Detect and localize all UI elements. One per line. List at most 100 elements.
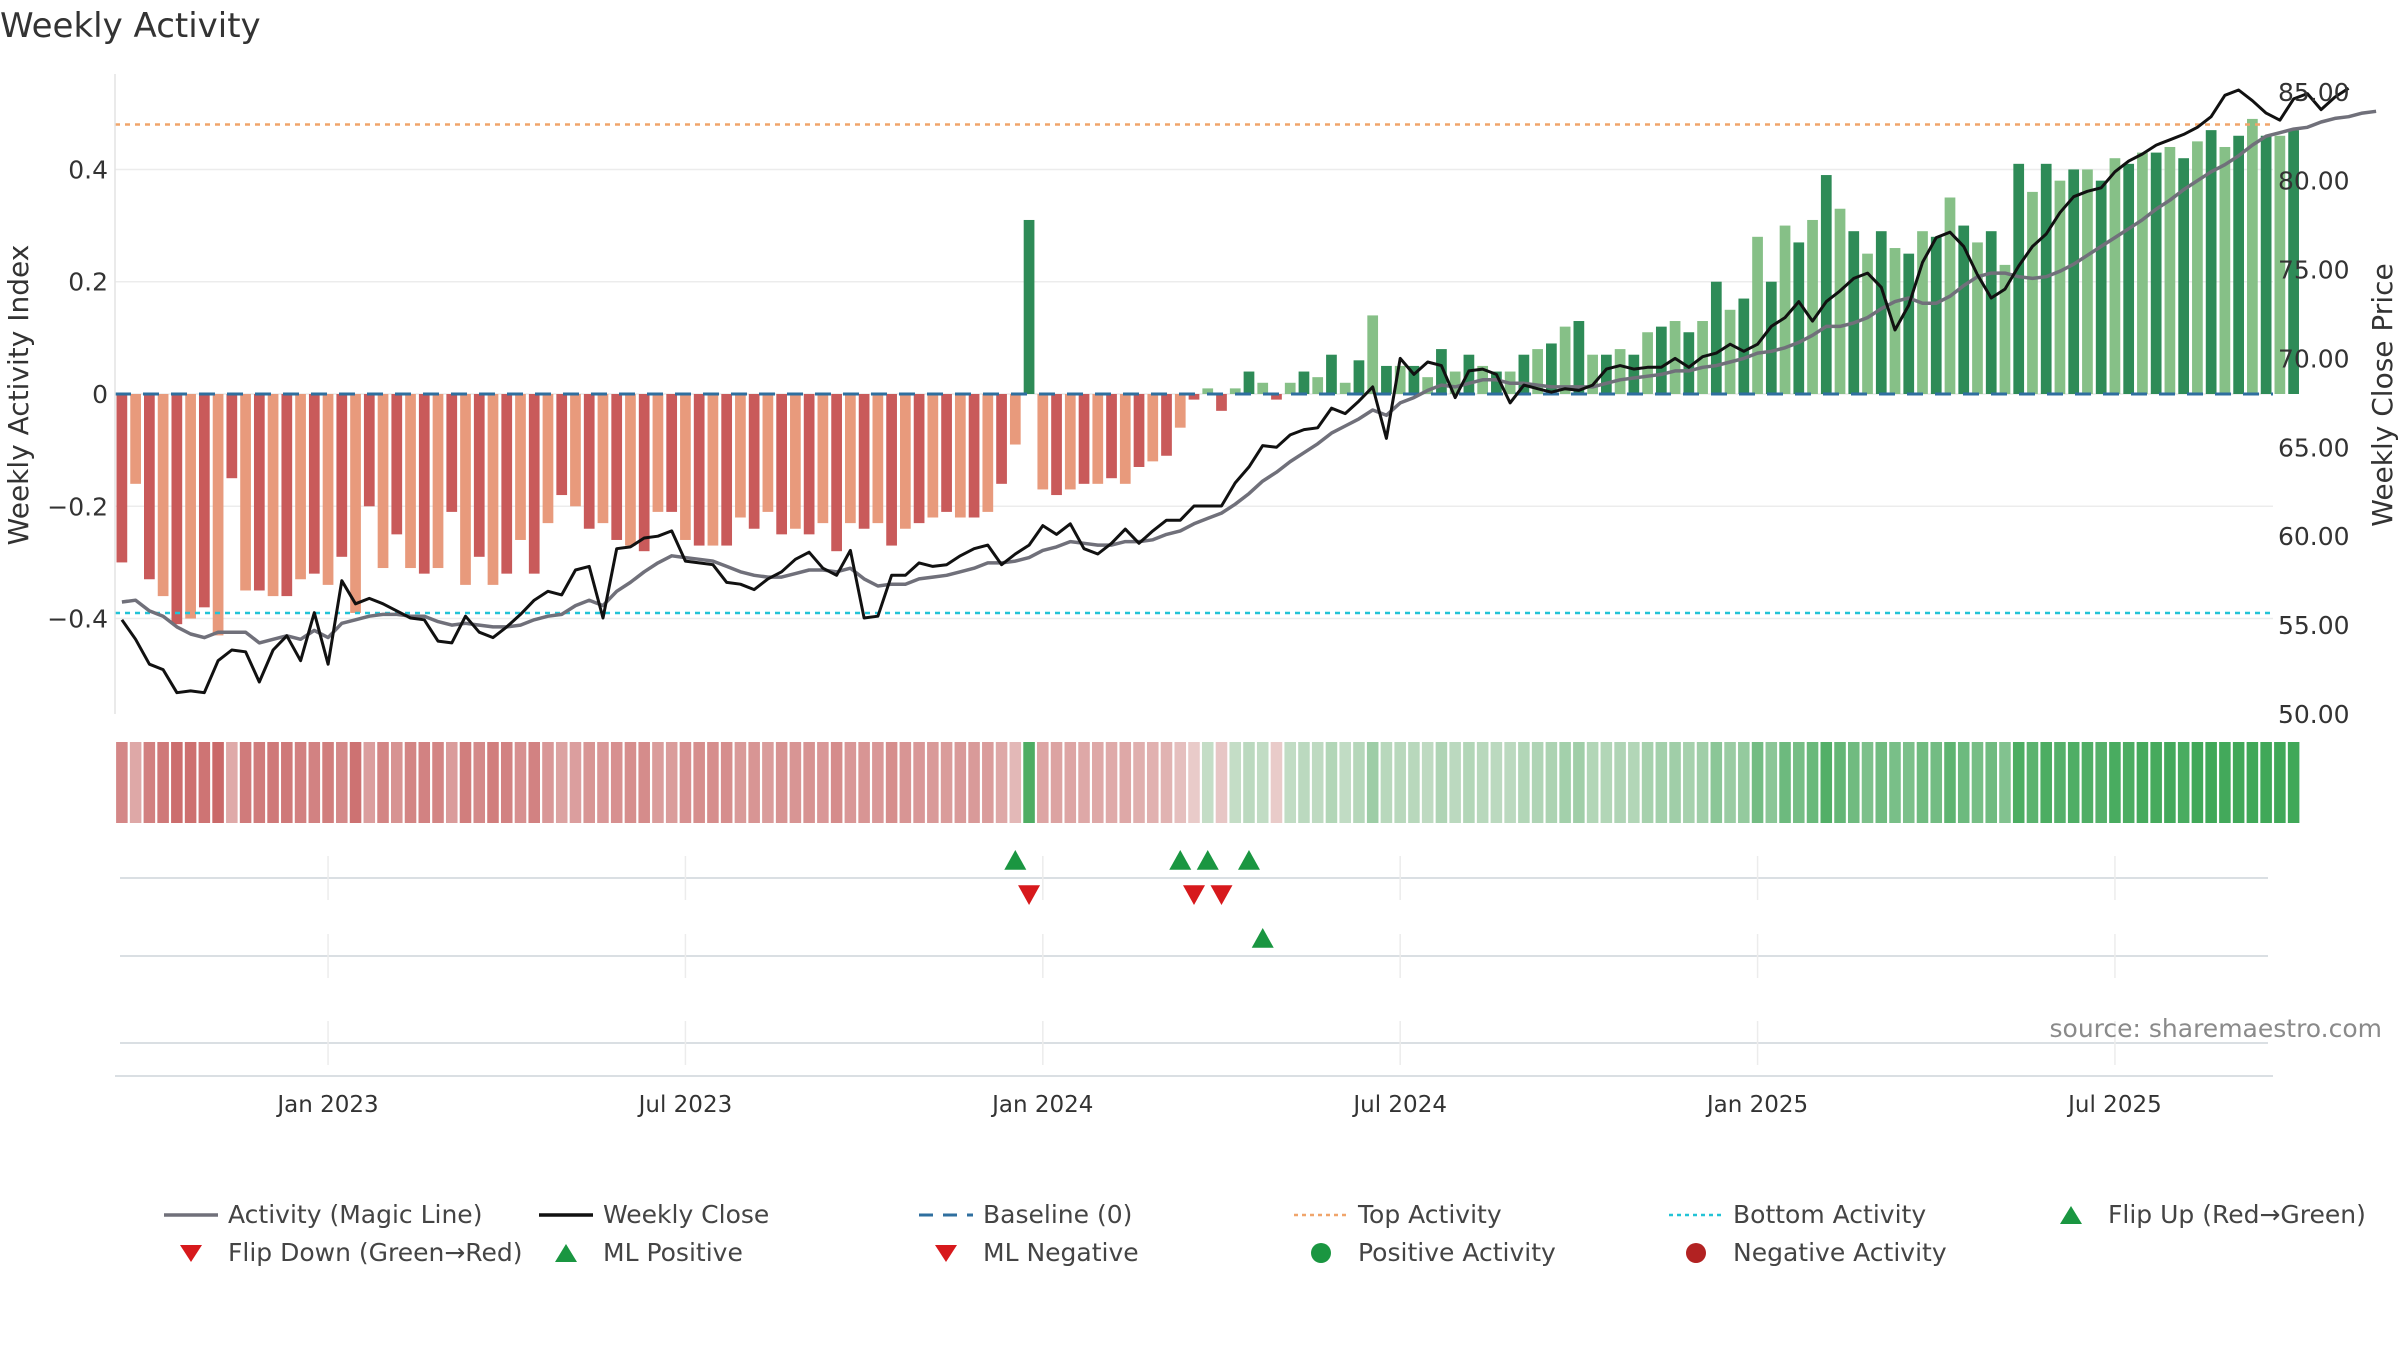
flip-up-marker [1169, 850, 1192, 870]
activity-bar [556, 394, 568, 496]
heatmap-cell [281, 742, 293, 823]
heatmap-cell [528, 742, 541, 823]
heatmap-cell [1037, 742, 1049, 823]
activity-bar [1587, 354, 1598, 394]
heatmap-cell [624, 742, 637, 823]
heatmap-cell [2109, 742, 2121, 823]
activity-bar [1917, 231, 1928, 394]
legend-label: Positive Activity [1358, 1238, 1556, 1267]
activity-bar [2013, 163, 2025, 394]
chart-title: Weekly Activity [0, 6, 261, 46]
heatmap-cell [459, 742, 472, 823]
activity-bar [2288, 130, 2299, 394]
heatmap-cell [212, 742, 224, 823]
heatmap-cell [267, 742, 279, 823]
heatmap-cell [432, 742, 444, 823]
activity-bar [1051, 394, 1062, 496]
heatmap-cell [610, 742, 623, 823]
heatmap-cell [1476, 742, 1489, 823]
activity-bar [858, 394, 870, 529]
heatmap-cell [2095, 742, 2107, 823]
activity-bar [1793, 242, 1805, 394]
activity-bar [1064, 394, 1076, 490]
heatmap-cell [1889, 742, 1901, 823]
activity-bar [2233, 135, 2244, 394]
activity-bar [391, 394, 403, 535]
activity-bar [322, 394, 334, 585]
activity-bar [116, 394, 128, 563]
activity-bar [1985, 231, 1997, 394]
heatmap-cell [171, 742, 183, 823]
activity-bar [666, 394, 678, 512]
activity-bar [363, 394, 375, 507]
heatmap-cell [1944, 742, 1956, 823]
activity-bar [1188, 394, 1200, 400]
activity-bar [1271, 394, 1282, 400]
heatmap-cell [542, 742, 554, 823]
activity-bar [1284, 382, 1296, 394]
activity-bar [1807, 219, 1818, 394]
activity-bar [1298, 371, 1310, 394]
y-tick-right: 85.00 [2278, 78, 2350, 107]
heatmap-cell [968, 742, 980, 823]
heatmap-cell [1655, 742, 1668, 823]
heatmap-cell [638, 742, 650, 823]
heatmap-cell [2067, 742, 2080, 823]
x-tick-label: Jan 2024 [990, 1092, 1093, 1118]
activity-bar [1257, 382, 1269, 394]
activity-bar [212, 394, 224, 636]
activity-bar [954, 394, 966, 518]
activity-bar [1518, 354, 1530, 394]
legend-label: Negative Activity [1733, 1238, 1947, 1267]
heatmap-cell [2081, 742, 2094, 823]
activity-bar [501, 394, 513, 574]
heatmap-cell [1614, 742, 1626, 823]
heatmap-cell [1696, 742, 1709, 823]
heatmap-cell [2219, 742, 2231, 823]
heatmap-cell [2012, 742, 2025, 823]
activity-bar [2027, 191, 2038, 394]
heatmap-cell [830, 742, 843, 823]
flip-down-marker [1183, 885, 1205, 905]
heatmap-cell [1971, 742, 1984, 823]
heatmap-cell [597, 742, 609, 823]
activity-bar [2178, 158, 2190, 394]
heatmap-cell [1229, 742, 1242, 823]
x-tick-label: Jan 2023 [275, 1092, 378, 1118]
heatmap-cell [2246, 742, 2259, 823]
heatmap-cell [817, 742, 829, 823]
activity-bar [1642, 332, 1653, 394]
heatmap-cell [775, 742, 788, 823]
activity-bar [1312, 377, 1324, 394]
heatmap-cell [1820, 742, 1833, 823]
y-tick-right: 55.00 [2278, 611, 2350, 640]
activity-bar [1930, 236, 1942, 394]
heatmap-cell [1628, 742, 1640, 823]
activity-bar [1738, 298, 1750, 394]
activity-bar [336, 394, 348, 557]
activity-bar [2219, 146, 2231, 394]
heatmap-cell [377, 742, 389, 823]
activity-bar [1903, 253, 1915, 394]
heatmap-cell [1573, 742, 1585, 823]
legend-item-mlpos: ML Positive [533, 1238, 743, 1267]
heatmap-cell [1284, 742, 1296, 823]
activity-bar [1367, 315, 1379, 394]
x-tick-label: Jul 2023 [637, 1092, 733, 1118]
legend-symbol-circle [1663, 1240, 1725, 1266]
activity-bar [253, 394, 265, 591]
heatmap-cell [1518, 742, 1530, 823]
activity-bar [982, 394, 994, 512]
heatmap-cell [1902, 742, 1915, 823]
heatmap-cell [1586, 742, 1599, 823]
legend-label: ML Positive [603, 1238, 743, 1267]
heatmap-cell [363, 742, 376, 823]
heatmap-cell [2205, 742, 2217, 823]
price-lines [120, 86, 2377, 695]
weekly-close-line [120, 86, 2350, 695]
activity-bar [418, 394, 430, 574]
legend-item-baseline: Baseline (0) [913, 1200, 1132, 1229]
activity-bar [597, 394, 609, 524]
heatmap-cell [1105, 742, 1118, 823]
heatmap-cell [940, 742, 953, 823]
